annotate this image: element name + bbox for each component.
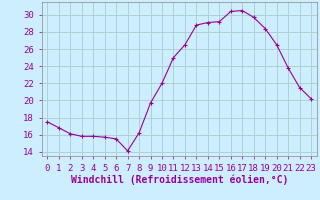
X-axis label: Windchill (Refroidissement éolien,°C): Windchill (Refroidissement éolien,°C)	[70, 174, 288, 185]
